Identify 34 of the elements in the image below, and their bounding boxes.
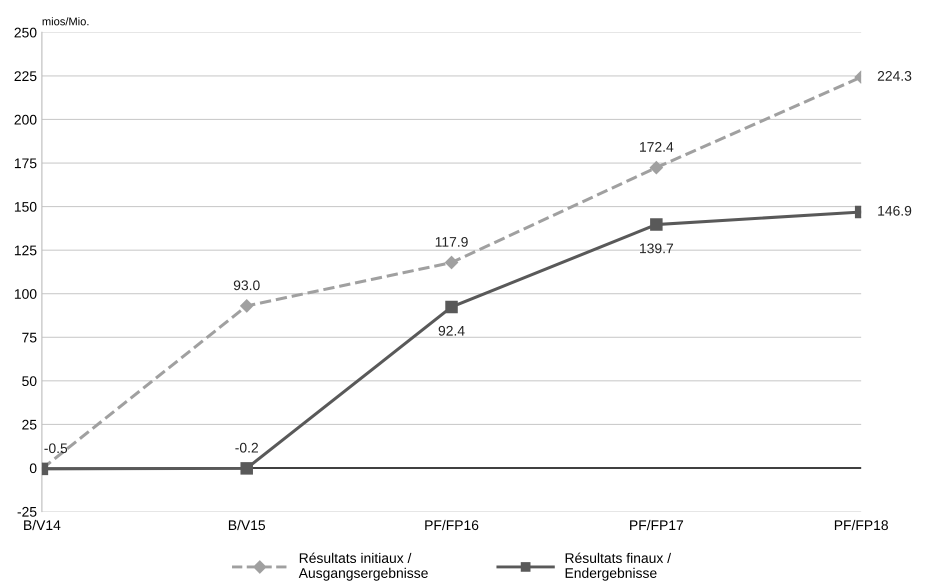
y-tick-label: 50 <box>22 376 36 386</box>
y-tick-label: 75 <box>22 332 36 342</box>
x-tick-label: PF/FP17 <box>630 520 684 530</box>
x-tick-label: B/V14 <box>24 520 60 530</box>
y-tick-label: 250 <box>14 28 36 38</box>
y-tick-label: 200 <box>14 114 36 125</box>
point <box>444 256 458 270</box>
x-tick-label: B/V15 <box>228 520 266 530</box>
data-label: 224.3 <box>878 71 912 81</box>
data-label: 146.9 <box>878 206 912 216</box>
y-tick-label: 150 <box>14 202 36 212</box>
y-axis-title: mios/Mio. <box>42 17 88 26</box>
x-tick-label: PF/FP16 <box>425 520 478 530</box>
legend-label: Résultats initiaux / Ausgangsergebnisse <box>298 552 428 581</box>
data-label: 93.0 <box>234 280 260 290</box>
legend-label: Résultats finaux / Endergebnisse <box>566 552 672 581</box>
y-tick-label: 0 <box>30 463 36 474</box>
data-label: 172.4 <box>640 142 674 152</box>
data-label: 117.9 <box>436 236 468 247</box>
y-tick-label: 25 <box>22 420 36 430</box>
point <box>240 299 254 313</box>
y-tick-label: -25 <box>18 506 36 517</box>
point <box>445 300 458 314</box>
y-tick-label: 125 <box>14 246 36 256</box>
point <box>240 462 253 475</box>
y-tick-label: 225 <box>14 71 36 82</box>
data-label: -0.2 <box>235 442 258 453</box>
data-label: 92.4 <box>438 326 465 336</box>
data-label: -0.5 <box>44 443 68 454</box>
y-tick-label: 175 <box>14 158 36 168</box>
y-tick-label: 100 <box>14 289 36 299</box>
data-label: 139.7 <box>640 243 674 254</box>
x-tick-label: PF/FP18 <box>834 520 888 530</box>
point <box>650 160 663 174</box>
